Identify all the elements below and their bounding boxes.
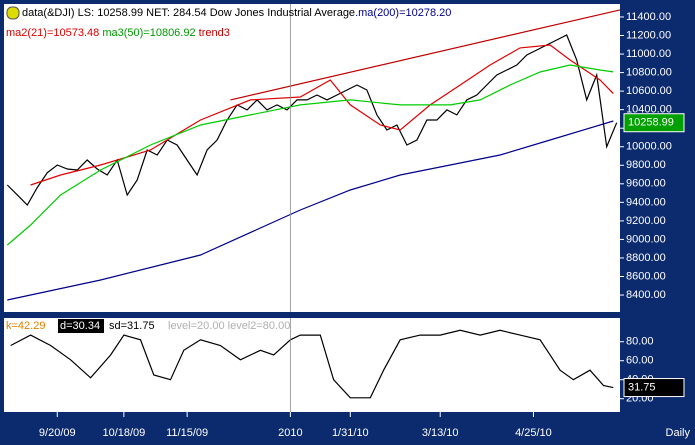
- symbol-icon[interactable]: [6, 6, 20, 20]
- series-line: [30, 44, 614, 186]
- y-tick-label: 10600.00: [626, 85, 672, 97]
- y-tick-label: 10400.00: [626, 104, 672, 116]
- series-line: [10, 329, 614, 399]
- k-label: k=42.29: [6, 320, 45, 332]
- y-tick-label: 11200.00: [626, 29, 671, 41]
- d-label-bg: [58, 319, 104, 333]
- price-panel: [4, 4, 620, 312]
- y-tick-label: 9600.00: [626, 178, 666, 190]
- last-value-box: [623, 378, 685, 398]
- x-tick-label: 3/13/10: [422, 427, 459, 439]
- legend-item: trend3: [199, 27, 230, 39]
- x-tick-label: 1/31/10: [332, 427, 369, 439]
- last-value-label: 31.75: [628, 381, 656, 393]
- series-line: [230, 9, 621, 101]
- y-tick-label: 60.00: [626, 355, 654, 367]
- y-tick-label: 11400.00: [626, 11, 671, 23]
- y-tick-label: 9200.00: [626, 215, 666, 227]
- levels-label: level=20.00 level2=80.00: [168, 320, 290, 332]
- legend-item: ma3(50)=10806.92: [102, 27, 195, 39]
- content: 8400.00 8600.00 8800.00 9000.00 9200.00 9400.…: [6, 4, 690, 439]
- x-tick-label: 10/18/09: [102, 427, 145, 439]
- legend-item: ma2(21)=10573.48: [6, 27, 99, 39]
- legend-line-2: ma2(21)=10573.48 ma3(50)=10806.92 trend3: [6, 27, 230, 39]
- series-line: [7, 120, 614, 301]
- x-tick-label: 11/15/09: [166, 427, 208, 439]
- oscillator-panel: [4, 318, 620, 412]
- y-tick-label: 8600.00: [626, 270, 666, 282]
- y-tick-label: 9800.00: [626, 159, 666, 171]
- y-tick-label: 8800.00: [626, 252, 666, 264]
- series-line: [6, 34, 618, 206]
- y-tick-label: 11000.00: [626, 48, 671, 60]
- y-tick-label: 8400.00: [626, 289, 666, 301]
- oscillator-legend: k=42.29: [6, 320, 45, 332]
- y-tick-label: 9400.00: [626, 196, 666, 208]
- series-line: [6, 64, 614, 246]
- last-value-box: [623, 113, 685, 133]
- legend-line-1: data(&DJI) LS: 10258.99 NET: 284.54 Dow …: [22, 7, 451, 19]
- y-tick-label: 10800.00: [626, 66, 672, 78]
- period-label: Daily: [666, 427, 691, 439]
- x-tick-label: 2010: [278, 427, 302, 439]
- y-tick-label: 80.00: [626, 336, 654, 348]
- x-tick-label: 9/20/09: [39, 427, 76, 439]
- y-tick-label: 10000.00: [626, 141, 672, 153]
- last-value-label: 10258.99: [628, 117, 674, 129]
- legend-item: .ma(200)=10278.20: [355, 7, 451, 19]
- d-label: d=30.34: [60, 320, 100, 332]
- legend-header: data(&DJI) LS: 10258.99 NET: 284.54 Dow …: [22, 7, 355, 19]
- sd-label: sd=31.75: [109, 320, 155, 332]
- x-tick-label: 4/25/10: [515, 427, 552, 439]
- y-tick-label: 9000.00: [626, 233, 666, 245]
